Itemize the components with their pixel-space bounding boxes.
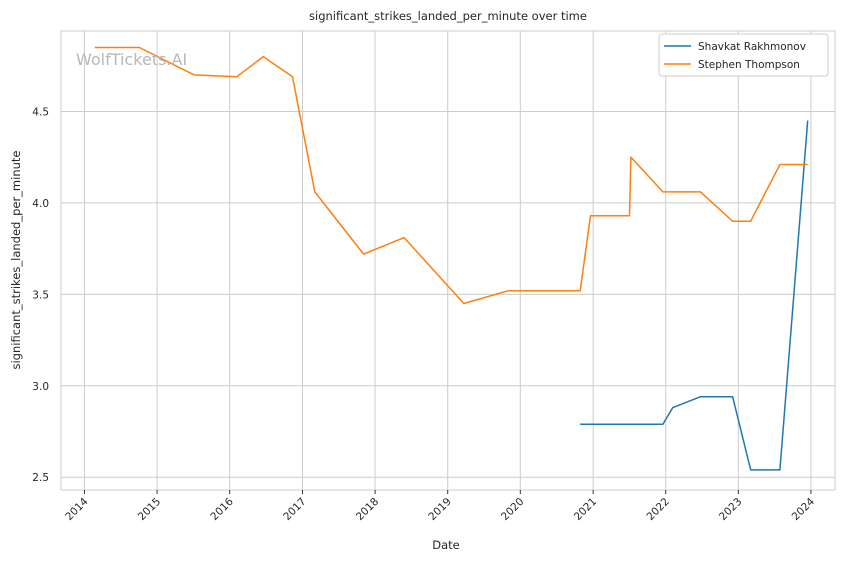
y-tick-label: 3.5 <box>32 289 49 301</box>
y-axis-ticks: 2.5 3.0 3.5 4.0 4.5 <box>32 106 49 484</box>
series-line-shavkat-rakhmonov <box>580 120 809 471</box>
x-tick-label: 2021 <box>572 496 599 523</box>
series-line-stephen-thompson <box>94 46 808 305</box>
x-tick-label: 2018 <box>354 496 381 523</box>
series-lines <box>94 46 809 471</box>
x-tick-label: 2020 <box>499 496 526 523</box>
x-tick-label: 2017 <box>281 496 308 523</box>
x-tick-label: 2023 <box>717 496 744 523</box>
x-tick-label: 2014 <box>63 495 91 523</box>
x-tick-label: 2016 <box>208 495 236 523</box>
y-axis-label: significant_strikes_landed_per_minute <box>9 151 23 370</box>
chart-title: significant_strikes_landed_per_minute ov… <box>309 9 587 23</box>
legend-box <box>658 33 829 77</box>
legend-label-shavkat-rakhmonov: Shavkat Rakhmonov <box>698 41 806 53</box>
x-tick-label: 2015 <box>136 496 163 523</box>
y-tick-label: 4.0 <box>32 198 49 210</box>
x-axis-ticks: 2014 2015 2016 2017 2018 2019 2020 2021 2022 2023… <box>63 490 817 523</box>
x-tick-label: 2024 <box>790 495 818 523</box>
x-axis-label: Date <box>432 538 460 552</box>
y-tick-label: 2.5 <box>32 472 49 484</box>
x-tick-label: 2022 <box>644 496 671 523</box>
legend-label-stephen-thompson: Stephen Thompson <box>698 59 800 71</box>
y-tick-label: 4.5 <box>32 106 49 118</box>
y-tick-label: 3.0 <box>32 381 49 393</box>
legend: Shavkat Rakhmonov Stephen Thompson <box>658 33 829 77</box>
watermark: WolfTickets.AI <box>76 50 187 69</box>
x-tick-label: 2019 <box>426 496 453 523</box>
gridlines <box>61 31 835 490</box>
